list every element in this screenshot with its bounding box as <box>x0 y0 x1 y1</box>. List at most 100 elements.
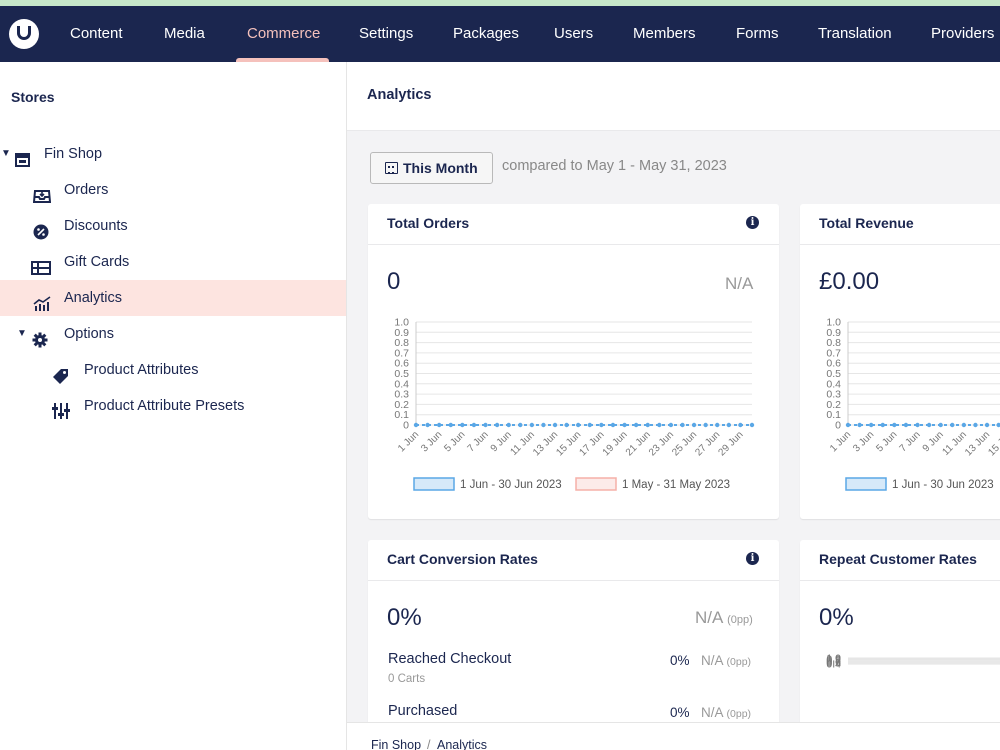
x-tick-label: 5 Jun <box>874 429 899 454</box>
data-point <box>950 422 955 428</box>
card-header: Cart Conversion Rates i <box>368 540 779 581</box>
compare-delta: (0pp) <box>727 614 753 626</box>
cart-conversion-compare: N/A (0pp) <box>695 608 753 628</box>
data-point <box>541 422 546 428</box>
tree-item-label: Analytics <box>64 290 123 306</box>
tree-item-fin-shop[interactable]: ▼ Fin Shop <box>0 136 346 172</box>
x-tick-label: 27 Jun <box>693 429 722 458</box>
x-tick-label: 5 Jun <box>442 429 467 454</box>
data-point <box>506 422 511 428</box>
nav-item-members[interactable]: Members <box>633 25 696 42</box>
y-tick-label: 0.5 <box>826 368 841 380</box>
y-tick-label: 0.4 <box>394 378 409 390</box>
y-tick-label: 0.9 <box>826 327 841 339</box>
data-point <box>845 422 851 428</box>
period-selector-button[interactable]: This Month <box>370 152 493 184</box>
tree-item-options[interactable]: ▼ Options <box>0 316 346 352</box>
nav-item-settings[interactable]: Settings <box>359 25 414 42</box>
nav-item-packages[interactable]: Packages <box>453 25 519 42</box>
nav-item-content[interactable]: Content <box>70 25 123 42</box>
x-tick-label: 11 Jun <box>508 429 536 457</box>
y-tick-label: 0 <box>403 420 409 432</box>
x-tick-label: 7 Jun <box>898 429 923 454</box>
data-point <box>413 422 419 428</box>
data-point <box>425 422 430 428</box>
tree-item-label: Options <box>64 326 114 342</box>
nav-item-commerce[interactable]: Commerce <box>247 25 321 42</box>
y-tick-label: 0.6 <box>394 358 409 370</box>
card-cart-conversion: Cart Conversion Rates i 0% N/A (0pp) Rea… <box>368 540 779 740</box>
x-tick-label: 13 Jun <box>531 429 560 458</box>
x-tick-label: 17 Jun <box>577 429 606 458</box>
caret-down-icon[interactable]: ▼ <box>1 148 11 159</box>
tag-icon <box>52 362 70 384</box>
y-tick-label: 0.1 <box>826 409 841 421</box>
data-point <box>996 422 1000 428</box>
breadcrumb-separator: / <box>427 738 431 750</box>
card-total-revenue: Total Revenue £0.00 0 0.1 0.2 0.3 0.4 0.5 0.6 0… <box>800 204 1000 519</box>
y-tick-label: 0.5 <box>394 368 409 380</box>
legend-label: 1 Jun - 30 Jun 2023 <box>460 479 562 491</box>
y-tick-label: 0.6 <box>826 358 841 370</box>
legend-swatch <box>845 477 887 491</box>
y-tick-label: 1.0 <box>826 317 841 329</box>
breadcrumb-item[interactable]: Fin Shop <box>371 738 422 750</box>
active-nav-indicator <box>236 58 329 62</box>
umbraco-logo-icon[interactable] <box>9 19 39 49</box>
data-point <box>518 422 523 428</box>
y-tick-label: 0.6 <box>826 657 841 669</box>
legend-label: 1 Jun - 30 Jun 2023 <box>892 479 994 491</box>
tree-item-product-attribute-presets[interactable]: Product Attribute Presets <box>0 388 346 424</box>
x-tick-label: 15 Jun <box>554 429 583 458</box>
nav-item-media[interactable]: Media <box>164 25 205 42</box>
legend-swatch <box>413 477 455 491</box>
tree-item-discounts[interactable]: Discounts <box>0 208 346 244</box>
y-tick-label: 0.2 <box>826 399 841 411</box>
tree-item-gift-cards[interactable]: Gift Cards <box>0 244 346 280</box>
tree-item-product-attributes[interactable]: Product Attributes <box>0 352 346 388</box>
data-point <box>868 422 874 428</box>
y-tick-label: 0.8 <box>826 655 841 667</box>
nav-item-translation[interactable]: Translation <box>818 25 892 42</box>
metric-pct: 0% <box>670 705 690 720</box>
data-point <box>576 422 581 428</box>
tree-item-orders[interactable]: Orders <box>0 172 346 208</box>
tree-item-label: Product Attribute Presets <box>84 398 245 414</box>
info-icon[interactable]: i <box>746 216 759 229</box>
info-icon[interactable]: i <box>746 552 759 565</box>
data-point <box>961 422 967 428</box>
data-point <box>622 422 627 428</box>
data-point <box>738 422 743 428</box>
metric-sub: 0 Carts <box>388 673 426 685</box>
x-tick-label: 25 Jun <box>670 429 699 458</box>
data-point <box>691 422 697 428</box>
total-revenue-value: £0.00 <box>819 268 880 295</box>
nav-item-providers[interactable]: Providers <box>931 25 995 42</box>
x-tick-label: 23 Jun <box>647 429 676 458</box>
tree-item-analytics[interactable]: Analytics <box>0 280 346 316</box>
card-title: Repeat Customer Rates <box>819 551 977 567</box>
data-point <box>984 422 990 428</box>
y-tick-label: 0.7 <box>394 347 409 359</box>
data-point <box>680 422 685 428</box>
nav-item-users[interactable]: Users <box>554 25 594 42</box>
nav-item-forms[interactable]: Forms <box>736 25 779 42</box>
cart-conversion-value: 0% <box>387 604 422 631</box>
y-tick-label: 0.2 <box>394 399 409 411</box>
data-point <box>471 422 477 428</box>
metric-label: Purchased <box>388 703 458 719</box>
y-tick-label: 0.8 <box>826 337 841 349</box>
caret-down-icon[interactable]: ▼ <box>17 328 27 339</box>
data-point <box>668 422 674 428</box>
card-total-orders: Total Orders i 0 N/A 0 0.1 0.2 0.3 0.4 0.5 0.6… <box>368 204 779 519</box>
y-tick-label: 0.9 <box>826 654 841 666</box>
top-navigation: Content Media Commerce Settings Packages… <box>0 0 1000 62</box>
card-header: Total Revenue <box>800 204 1000 245</box>
sliders-icon <box>52 398 70 419</box>
y-tick-label: 0.4 <box>826 378 841 390</box>
data-point <box>494 422 500 428</box>
total-orders-value: 0 <box>387 268 401 295</box>
legend-label: 1 May - 31 May 2023 <box>622 479 730 491</box>
breadcrumb-item[interactable]: Analytics <box>437 738 488 750</box>
data-point <box>552 422 558 428</box>
